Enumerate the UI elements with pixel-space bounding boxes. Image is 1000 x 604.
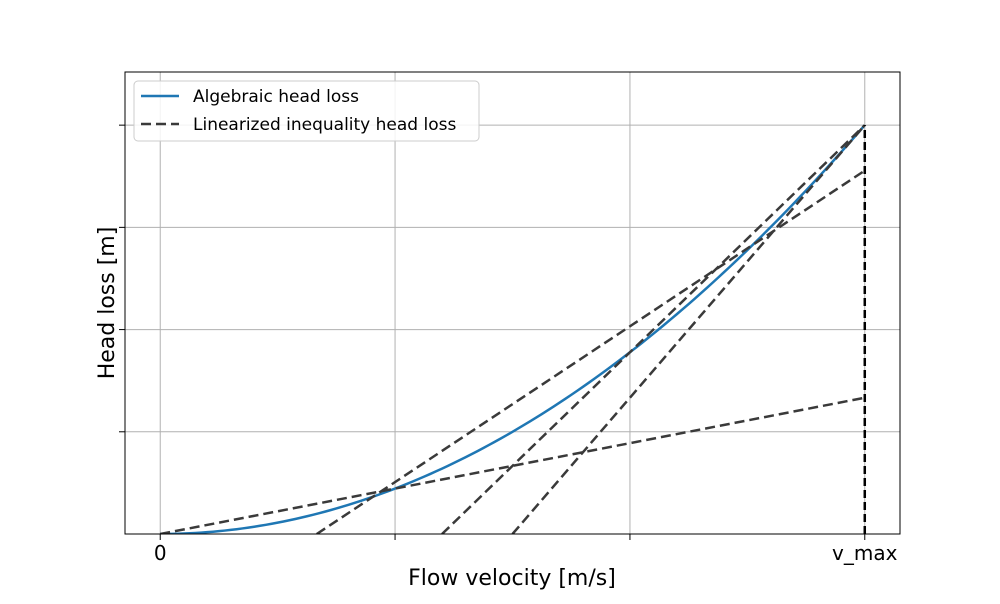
x-tick-label: v_max <box>832 541 898 565</box>
legend-label: Linearized inequality head loss <box>193 115 456 135</box>
plot-frame <box>124 71 901 535</box>
y-axis-label: Head loss [m] <box>95 227 120 380</box>
axis-ticks: 0 v_max <box>119 124 898 565</box>
x-axis-label: Flow velocity [m/s] <box>408 566 616 591</box>
legend: Algebraic head loss Linearized inequality… <box>133 80 480 142</box>
data-series <box>159 124 867 534</box>
legend-box <box>133 80 480 142</box>
x-tick-label: 0 <box>154 541 167 565</box>
plot-background <box>125 72 900 534</box>
algebraic-head-loss-curve <box>160 124 866 534</box>
linearized-head-loss-line <box>441 124 866 534</box>
legend-label: Algebraic head loss <box>193 87 359 107</box>
